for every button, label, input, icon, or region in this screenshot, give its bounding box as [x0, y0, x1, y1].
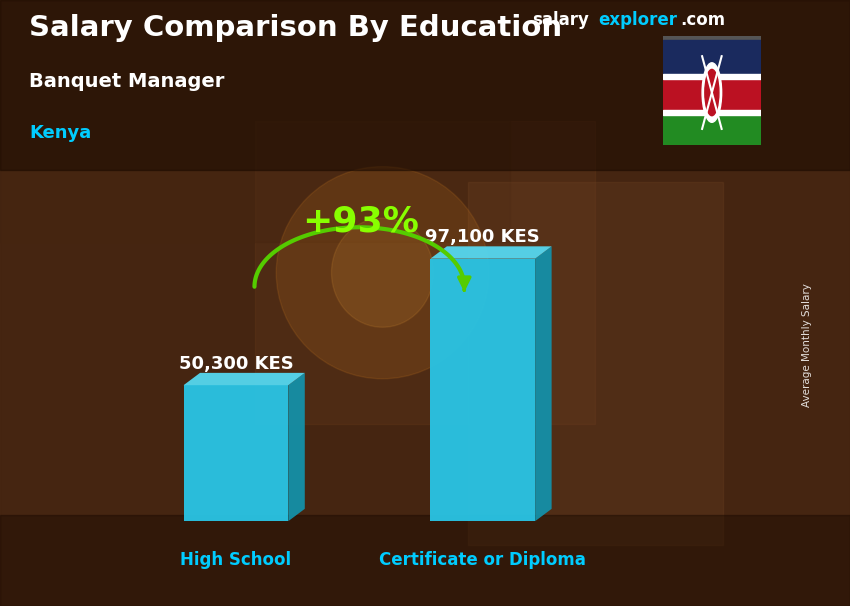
Text: explorer: explorer [598, 11, 677, 29]
Bar [0, 515, 850, 606]
Bar [663, 114, 761, 145]
Text: 97,100 KES: 97,100 KES [425, 228, 540, 247]
Ellipse shape [702, 63, 722, 122]
Text: Certificate or Diploma: Certificate or Diploma [379, 551, 586, 569]
Text: Kenya: Kenya [29, 124, 91, 142]
Bar [468, 182, 722, 545]
Bar [663, 75, 761, 79]
Bar [0, 0, 850, 170]
Ellipse shape [332, 218, 434, 327]
Bar [663, 110, 761, 115]
Polygon shape [288, 373, 305, 521]
Text: salary: salary [532, 11, 589, 29]
Bar [255, 121, 595, 424]
Text: High School: High School [180, 551, 292, 569]
Ellipse shape [276, 167, 489, 379]
Text: Banquet Manager: Banquet Manager [29, 72, 224, 90]
Ellipse shape [705, 70, 719, 116]
Bar [663, 39, 761, 76]
Polygon shape [184, 385, 288, 521]
Text: Salary Comparison By Education: Salary Comparison By Education [29, 15, 562, 42]
Polygon shape [430, 259, 536, 521]
Text: Average Monthly Salary: Average Monthly Salary [802, 284, 813, 407]
Polygon shape [536, 246, 552, 521]
Text: 50,300 KES: 50,300 KES [178, 355, 293, 373]
Bar [663, 78, 761, 111]
Text: .com: .com [681, 11, 726, 29]
Polygon shape [184, 373, 305, 385]
Polygon shape [430, 246, 552, 259]
Bar [0, 0, 510, 242]
Text: +93%: +93% [303, 205, 420, 239]
